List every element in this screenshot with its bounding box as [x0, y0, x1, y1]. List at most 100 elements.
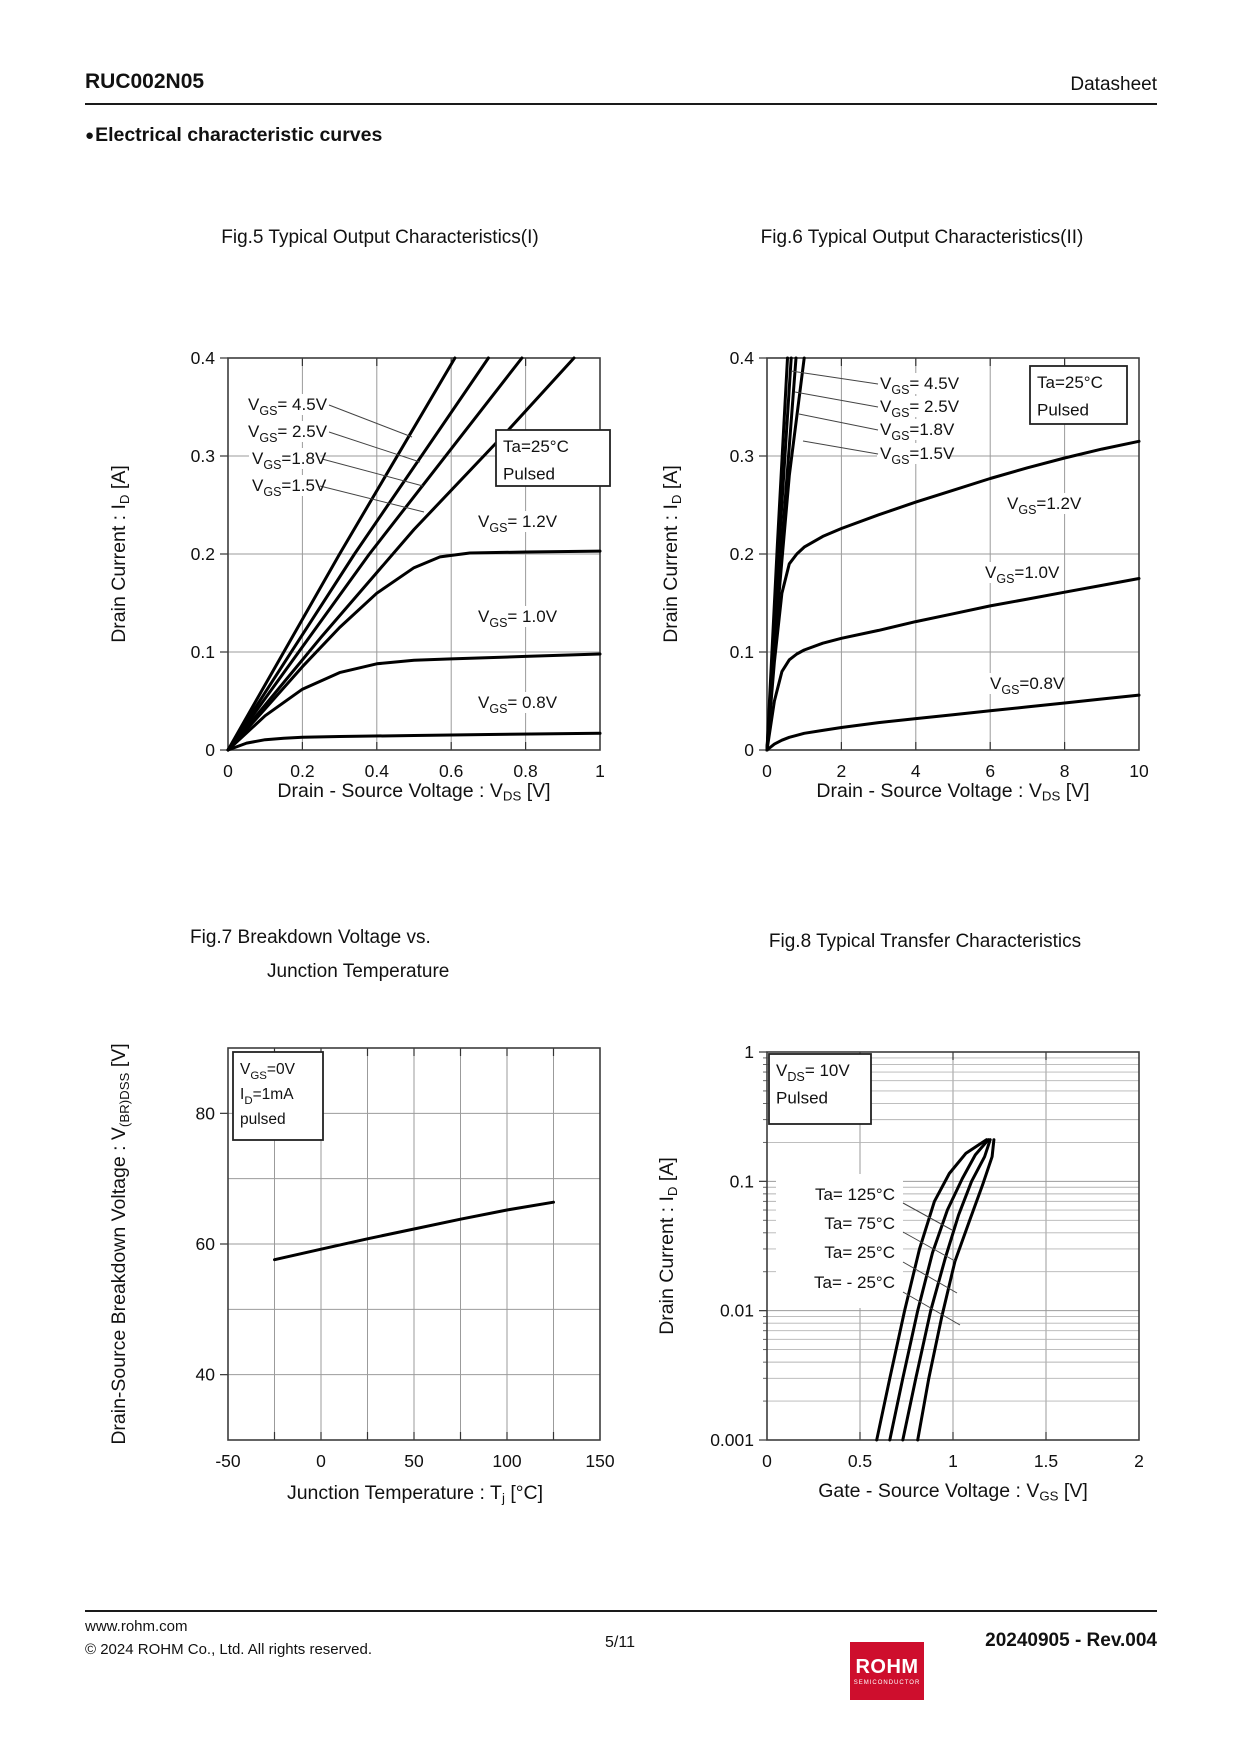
- leader-line: [902, 1261, 958, 1294]
- x-tick-label: 100: [492, 1451, 521, 1471]
- y-tick-label: 80: [196, 1103, 216, 1123]
- curve-Ta=-25C: [916, 1138, 996, 1442]
- leader-line: [321, 458, 424, 487]
- curve-VGS=1.2V: [765, 439, 1141, 752]
- label-mask: [877, 396, 957, 417]
- leader-line: [802, 440, 879, 455]
- curve-label: Ta= - 25°C: [814, 1273, 895, 1292]
- header-divider: [85, 103, 1157, 105]
- section-title: Electrical characteristic curves: [95, 124, 383, 146]
- y-tick-label: 0.1: [730, 1171, 754, 1191]
- y-tick-label: 0.3: [191, 446, 215, 466]
- revision-label: 20240905 - Rev.004: [985, 1630, 1157, 1651]
- curve-VGS=1.5V: [226, 356, 576, 752]
- leader-line: [319, 485, 425, 513]
- fig8-title: Fig.8 Typical Transfer Characteristics: [768, 931, 1082, 952]
- curve-VGS=1.0V: [226, 652, 602, 752]
- curve-label: VGS= 0.8V: [478, 693, 558, 716]
- condition-text: Ta=25°C: [1037, 373, 1103, 392]
- x-tick-label: 0.2: [290, 761, 314, 781]
- x-tick-label: 150: [585, 1451, 614, 1471]
- bullet-icon: ●: [85, 127, 95, 144]
- condition-box: [495, 429, 611, 487]
- condition-text: Pulsed: [503, 465, 555, 484]
- leader-line: [798, 413, 879, 431]
- curve-label: VGS= 4.5V: [248, 395, 328, 418]
- y-tick-label: 0: [205, 740, 215, 760]
- curve-V(BR)DSS: [273, 1200, 555, 1262]
- y-tick-label: 0.1: [191, 642, 215, 662]
- curve-Ta=125C: [875, 1138, 988, 1442]
- curve-VGS=4.5V: [226, 356, 457, 752]
- leader-line: [902, 1231, 956, 1262]
- x-tick-label: 0.4: [365, 761, 390, 781]
- x-tick-label: 50: [404, 1451, 424, 1471]
- fig8-xaxis-label: Gate - Source Voltage : VGS [V]: [818, 1480, 1088, 1504]
- rohm-logo-subtext: SEMICONDUCTOR: [853, 1679, 921, 1686]
- label-mask: [1004, 493, 1075, 514]
- y-tick-label: 0.3: [730, 446, 754, 466]
- label-mask: [249, 448, 320, 469]
- condition-box: [768, 1053, 872, 1125]
- curve-VGS=1.0V: [765, 577, 1141, 752]
- condition-text: pulsed: [240, 1111, 286, 1128]
- doc-type-label: Datasheet: [1070, 74, 1157, 95]
- x-tick-label: 0: [316, 1451, 326, 1471]
- label-mask: [877, 373, 957, 394]
- curve-VGS=0.8V: [226, 731, 602, 752]
- curve-label: VGS=0.8V: [990, 674, 1065, 697]
- curve-Ta=25C: [901, 1138, 992, 1442]
- plot-border: [766, 357, 1140, 751]
- y-tick-label: 0.2: [191, 544, 215, 564]
- label-mask: [987, 673, 1058, 694]
- fig5-title: Fig.5 Typical Output Characteristics(I): [221, 227, 539, 248]
- product-code: RUC002N05: [85, 70, 205, 93]
- y-tick-label: 0: [744, 740, 754, 760]
- y-tick-label: 1: [744, 1042, 754, 1062]
- leader-line: [794, 391, 879, 408]
- y-tick-label: 0.1: [730, 642, 754, 662]
- y-tick-label: 60: [196, 1234, 216, 1254]
- condition-text: Pulsed: [776, 1089, 828, 1108]
- curve-label: VGS= 4.5V: [880, 374, 960, 397]
- fig6-title: Fig.6 Typical Output Characteristics(II): [760, 227, 1084, 248]
- condition-text: Ta=25°C: [503, 437, 569, 456]
- curve-label: VGS= 1.2V: [478, 512, 558, 535]
- fig5-xaxis-label: Drain - Source Voltage : VDS [V]: [277, 780, 551, 804]
- x-tick-label: 0: [762, 1451, 772, 1471]
- curve-label: VGS=1.2V: [1007, 494, 1082, 517]
- y-tick-label: 0.4: [191, 348, 216, 368]
- curve-label: VGS=1.5V: [880, 444, 955, 467]
- footer-url: www.rohm.com: [85, 1618, 188, 1635]
- page-number: 5/11: [605, 1634, 635, 1651]
- label-mask: [982, 562, 1053, 583]
- x-tick-label: 1: [595, 761, 605, 781]
- x-tick-label: 1.5: [1034, 1451, 1058, 1471]
- footer-copyright: © 2024 ROHM Co., Ltd. All rights reserve…: [85, 1641, 372, 1658]
- x-tick-label: 1: [948, 1451, 958, 1471]
- plot-border: [766, 1051, 1140, 1441]
- x-tick-label: 0.8: [513, 761, 537, 781]
- leader-line: [902, 1202, 953, 1231]
- label-mask: [475, 606, 555, 627]
- fig6-xaxis-label: Drain - Source Voltage : VDS [V]: [816, 780, 1090, 804]
- x-tick-label: 6: [985, 761, 995, 781]
- curve-label: VGS= 2.5V: [880, 397, 960, 420]
- condition-text: Pulsed: [1037, 401, 1089, 420]
- x-tick-label: 2: [1134, 1451, 1144, 1471]
- curve-VGS=1.2V: [226, 549, 602, 752]
- label-mask: [877, 443, 948, 464]
- label-mask: [475, 692, 555, 713]
- plot-border: [227, 357, 601, 751]
- condition-text: ID=1mA: [240, 1086, 294, 1107]
- fig7-title-line2: Junction Temperature: [267, 961, 450, 982]
- label-mask: [475, 511, 555, 532]
- y-tick-label: 40: [196, 1365, 216, 1385]
- curve-label: VGS=1.8V: [880, 420, 955, 443]
- curve-label: Ta= 25°C: [824, 1243, 895, 1262]
- x-tick-label: 0: [223, 761, 233, 781]
- x-tick-label: 0: [762, 761, 772, 781]
